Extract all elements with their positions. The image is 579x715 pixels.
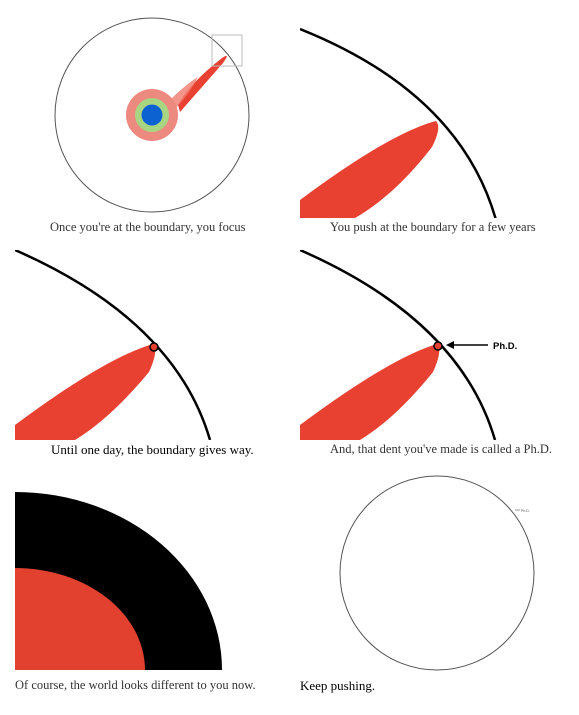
dent-point <box>433 341 443 351</box>
phd-label: Ph.D. <box>493 341 517 352</box>
keep-pushing-diagram: Ph.D. <box>339 475 535 671</box>
caption-6: Keep pushing. <box>300 678 376 693</box>
overview-diagram <box>54 17 250 213</box>
panel-keep-pushing: Ph.D. <box>338 474 538 674</box>
push-spike <box>15 344 156 440</box>
perspective-diagram <box>15 492 222 670</box>
boundary-arc <box>300 27 497 218</box>
push-spike <box>300 121 439 218</box>
panel-overview <box>50 15 255 215</box>
caption-5: Of course, the world looks different to … <box>15 678 256 692</box>
panel-phd: Ph.D. <box>300 250 530 440</box>
panel-gives-way <box>15 250 215 440</box>
caption-2: You push at the boundary for a few years <box>330 220 536 234</box>
caption-1: Once you're at the boundary, you focus <box>50 220 246 234</box>
caption-3: Until one day, the boundary gives way. <box>51 442 254 457</box>
dent-point <box>149 342 159 352</box>
knowledge-circle <box>54 17 250 213</box>
focus-spike-light <box>170 77 198 108</box>
phd-diagram: Ph.D. <box>300 250 517 440</box>
knowledge-circle <box>339 475 535 671</box>
focus-spike <box>178 55 227 112</box>
red-region <box>15 568 145 670</box>
arrow-head <box>446 341 454 349</box>
caption-4: And, that dent you've made is called a P… <box>330 442 552 456</box>
tiny-phd-label: Ph.D. <box>521 509 530 513</box>
elementary-core <box>141 104 163 126</box>
panel-push <box>300 15 510 218</box>
boundary-arc <box>15 250 212 440</box>
push-spike <box>300 344 440 440</box>
panel-perspective <box>15 492 222 670</box>
zoom-box <box>211 34 243 67</box>
gives-way-diagram <box>15 250 212 440</box>
push-diagram <box>300 27 497 218</box>
boundary-arc <box>300 250 497 440</box>
